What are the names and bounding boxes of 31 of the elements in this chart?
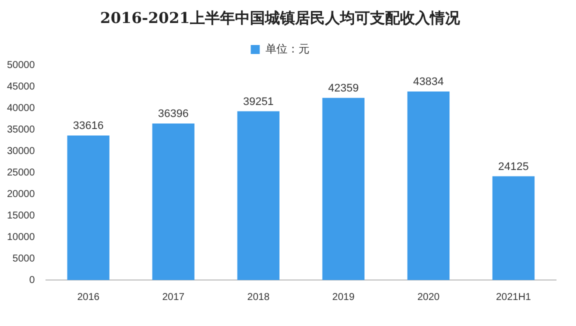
data-label: 24125 bbox=[498, 160, 529, 173]
x-tick-label: 2018 bbox=[247, 292, 270, 303]
y-tick-label: 10000 bbox=[6, 232, 36, 243]
y-tick-label: 25000 bbox=[6, 167, 36, 178]
x-tick-label: 2019 bbox=[332, 292, 355, 303]
bar bbox=[492, 176, 535, 280]
x-tick-label: 2021H1 bbox=[496, 292, 532, 303]
x-tick-label: 2017 bbox=[162, 292, 185, 303]
y-tick-label: 50000 bbox=[6, 60, 36, 71]
legend-label: 单位：元 bbox=[265, 42, 310, 56]
y-tick-label: 20000 bbox=[6, 188, 36, 200]
y-tick-label: 30000 bbox=[6, 146, 36, 157]
bar bbox=[152, 123, 194, 280]
y-tick-label: 45000 bbox=[6, 81, 36, 92]
y-tick-label: 35000 bbox=[6, 124, 36, 136]
x-tick-label: 2016 bbox=[77, 292, 100, 303]
data-label: 42359 bbox=[328, 82, 359, 94]
data-label: 39251 bbox=[243, 96, 274, 108]
y-tick-label: 40000 bbox=[6, 102, 36, 114]
x-tick-label: 2020 bbox=[417, 292, 440, 303]
bar bbox=[407, 92, 450, 280]
bar bbox=[237, 111, 280, 280]
chart-title: 2016-2021上半年中国城镇居民人均可支配收入情况 bbox=[100, 8, 461, 27]
y-tick-label: 15000 bbox=[6, 210, 36, 222]
data-label: 33616 bbox=[73, 120, 104, 132]
bar bbox=[67, 135, 110, 280]
y-tick-label: 0 bbox=[29, 274, 36, 286]
y-tick-label: 5000 bbox=[12, 253, 36, 264]
data-label: 43834 bbox=[413, 76, 444, 88]
bar bbox=[322, 98, 365, 280]
data-label: 36396 bbox=[158, 108, 189, 120]
